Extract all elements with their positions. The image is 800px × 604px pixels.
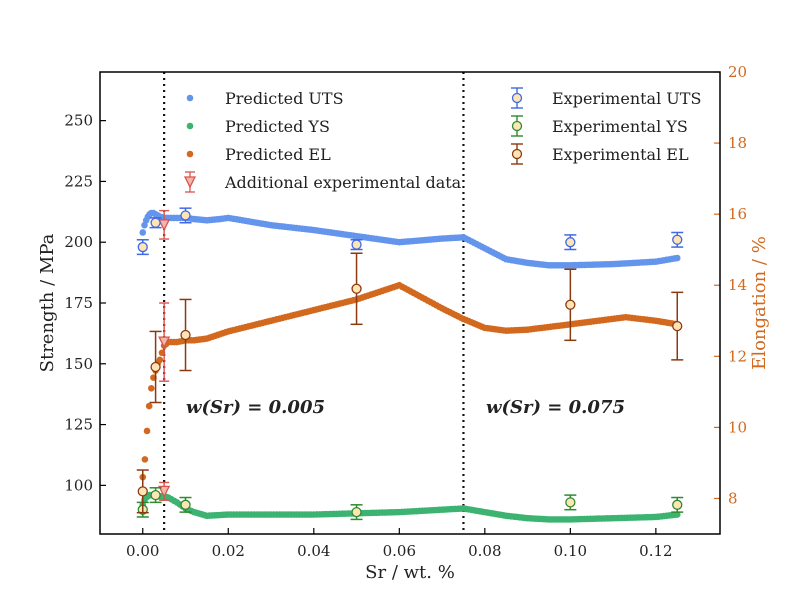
legend-marker-el xyxy=(186,150,194,158)
additional-data-point xyxy=(158,219,171,232)
legend-marker-experimental xyxy=(511,148,523,160)
y-left-tick-label: 175 xyxy=(64,294,93,312)
legend-marker-additional xyxy=(183,176,197,189)
y-left-tick-label: 100 xyxy=(64,476,93,494)
legend-marker-experimental xyxy=(511,120,523,132)
exp-el-point xyxy=(150,361,161,373)
legend-label: Experimental UTS xyxy=(552,89,701,108)
legend-group: Predicted UTS Predicted YS Predicted EL Add… xyxy=(183,87,701,193)
exp-uts-point xyxy=(351,239,362,250)
exp-ys-point xyxy=(672,499,683,510)
exp-el-point xyxy=(672,320,683,332)
x-tick-label: 0.06 xyxy=(383,542,416,560)
exp-uts-series xyxy=(136,207,684,256)
additional-data-point xyxy=(158,485,171,498)
y-left-tick-label: 200 xyxy=(64,233,93,251)
legend-label: Predicted EL xyxy=(225,145,331,164)
annotation-sr-0005: w(Sr) = 0.005 xyxy=(186,397,325,418)
y-left-tick-label: 150 xyxy=(64,355,93,373)
y-right-tick-label: 10 xyxy=(728,418,747,436)
predicted-el-point xyxy=(156,356,164,364)
axes-group: 0.00 0.02 0.04 0.06 0.08 0.10 0.12 100 125 150 175… xyxy=(64,63,747,560)
y-right-tick-label: 12 xyxy=(728,347,747,365)
predicted-uts-series xyxy=(139,209,681,269)
predicted-ys-series xyxy=(139,491,681,523)
annotation-sr-0075: w(Sr) = 0.075 xyxy=(486,397,625,418)
legend-marker-ys xyxy=(186,122,194,130)
exp-el-point xyxy=(137,486,148,497)
additional-data-point xyxy=(158,336,171,349)
exp-uts-point xyxy=(137,241,148,253)
exp-ys-point xyxy=(180,499,191,510)
x-axis-title: Sr / wt. % xyxy=(365,562,455,583)
plot-frame xyxy=(99,71,721,535)
legend-label: Experimental EL xyxy=(552,145,689,164)
y-right-tick-label: 16 xyxy=(728,205,747,223)
exp-uts-point xyxy=(180,210,191,221)
predicted-uts-point xyxy=(139,229,147,236)
x-tick-label: 0.08 xyxy=(468,542,501,560)
exp-uts-point xyxy=(150,217,161,228)
legend-label: Predicted YS xyxy=(225,117,330,136)
y-right-tick-label: 14 xyxy=(728,276,747,294)
x-tick-label: 0.12 xyxy=(639,542,672,560)
y-right-tick-label: 20 xyxy=(728,63,747,81)
predicted-ys-point xyxy=(673,511,681,518)
exp-uts-point xyxy=(672,234,683,245)
y-right-tick-label: 8 xyxy=(728,489,738,507)
predicted-el-series xyxy=(139,281,681,481)
exp-ys-series xyxy=(136,487,684,521)
additional-data-series xyxy=(158,209,171,501)
predicted-el-point xyxy=(145,402,153,410)
legend-label: Additional experimental data xyxy=(224,173,462,192)
predicted-uts-point xyxy=(673,254,681,262)
exp-el-point xyxy=(351,283,362,294)
legend-label: Predicted UTS xyxy=(225,89,344,108)
y-right-tick-label: 18 xyxy=(728,134,747,152)
y-left-tick-label: 125 xyxy=(64,416,93,434)
predicted-el-point xyxy=(148,384,155,392)
predicted-el-point xyxy=(141,456,149,463)
exp-ys-point xyxy=(150,489,161,501)
x-tick-label: 0.00 xyxy=(126,542,159,560)
x-tick-label: 0.04 xyxy=(297,542,330,560)
legend-marker-experimental xyxy=(511,92,523,104)
exp-el-point xyxy=(180,329,191,341)
y-axis-title-left: Strength / MPa xyxy=(37,233,58,372)
exp-uts-point xyxy=(565,237,576,248)
y-left-tick-label: 250 xyxy=(64,112,93,130)
data-group xyxy=(136,72,684,534)
exp-el-point xyxy=(565,299,576,310)
exp-el-series xyxy=(136,252,684,514)
legend-label: Experimental YS xyxy=(552,117,688,136)
exp-ys-point xyxy=(351,506,362,518)
x-tick-label: 0.10 xyxy=(554,542,587,560)
y-left-tick-label: 225 xyxy=(64,172,93,190)
legend-marker-uts xyxy=(186,94,194,102)
y-axis-title-right: Elongation / % xyxy=(749,236,770,370)
predicted-el-point xyxy=(143,427,151,435)
exp-ys-point xyxy=(565,497,576,508)
x-tick-label: 0.02 xyxy=(212,542,245,560)
